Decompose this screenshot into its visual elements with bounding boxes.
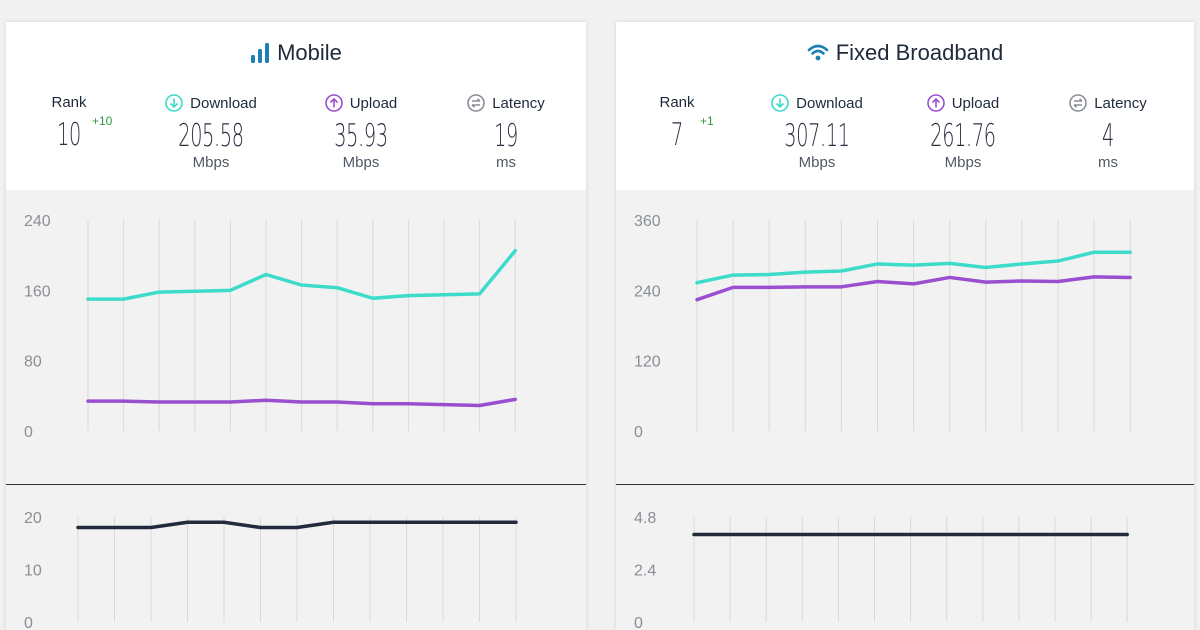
upload-value: 35.93 (334, 118, 388, 154)
chart-divider (6, 484, 586, 485)
fixed-latency: Latency 4 ms (1048, 94, 1168, 171)
rank-value: 10 (57, 117, 81, 153)
upload-label: Upload (951, 94, 1000, 112)
mobile-summary: Mobile Rank 10 +10 Download 205.58 Mbps … (6, 22, 586, 190)
latency-arrows-icon (1069, 94, 1088, 112)
latency-unit: ms (1098, 154, 1118, 171)
y-tick-label: 240 (634, 283, 661, 300)
fixed-upload: Upload 261.76 Mbps (898, 94, 1028, 171)
download-arrow-icon (771, 94, 789, 112)
fixed-title: Fixed Broadband (616, 39, 1194, 67)
fixed-download: Download 307.11 Mbps (742, 94, 892, 171)
fixed-title-text: Fixed Broadband (835, 40, 1004, 65)
y-tick-label: 2.4 (634, 563, 656, 580)
wifi-icon (807, 43, 829, 63)
y-tick-label: 160 (24, 283, 51, 300)
fixed-latency-chart: 0 2.4 4.8 (634, 510, 1129, 630)
y-tick-label: 0 (634, 615, 643, 630)
upload-unit: Mbps (342, 154, 380, 171)
y-tick-label: 0 (24, 615, 33, 630)
latency-arrows-icon (467, 94, 486, 112)
mobile-rank: Rank 10 (34, 94, 104, 151)
download-unit: Mbps (798, 154, 836, 171)
mobile-title: Mobile (6, 39, 586, 67)
mobile-latency: Latency 19 ms (446, 94, 566, 171)
y-tick-label: 360 (634, 213, 661, 230)
upload-value: 261.76 (930, 118, 996, 154)
mobile-download: Download 205.58 Mbps (136, 94, 286, 171)
rank-change-badge: +1 (700, 114, 714, 128)
y-tick-label: 4.8 (634, 510, 656, 527)
fixed-charts: 0 120 240 360 0 2.4 4.8 (634, 213, 1132, 630)
latency-label: Latency (1094, 94, 1147, 112)
chart-divider (616, 484, 1194, 485)
download-arrow-icon (165, 94, 183, 112)
latency-value: 19 (494, 118, 518, 154)
rank-label: Rank (51, 94, 87, 111)
fixed-summary: Fixed Broadband Rank 7 +1 Download 307.1… (616, 22, 1194, 190)
rank-change-badge: +10 (92, 114, 113, 128)
y-tick-label: 20 (24, 510, 42, 527)
upload-arrow-icon (926, 94, 945, 112)
fixed-broadband-panel: Fixed Broadband Rank 7 +1 Download 307.1… (616, 22, 1194, 630)
latency-label: Latency (492, 94, 545, 112)
mobile-speed-chart: 0 80 160 240 (24, 213, 517, 441)
download-label: Download (190, 94, 257, 112)
y-tick-label: 80 (24, 354, 42, 371)
y-tick-label: 240 (24, 213, 51, 230)
upload-label: Upload (349, 94, 398, 112)
upload-unit: Mbps (944, 154, 982, 171)
latency-value: 4 (1102, 118, 1114, 154)
y-tick-label: 0 (24, 424, 33, 441)
upload-arrow-icon (324, 94, 343, 112)
y-tick-label: 10 (24, 563, 42, 580)
fixed-speed-chart: 0 120 240 360 (634, 213, 1132, 441)
latency-unit: ms (496, 154, 516, 171)
mobile-latency-chart: 0 10 20 (24, 510, 518, 630)
download-value: 205.58 (178, 118, 244, 154)
signal-bars-icon (250, 42, 270, 64)
download-label: Download (796, 94, 863, 112)
rank-value: 7 (671, 117, 683, 153)
download-unit: Mbps (192, 154, 230, 171)
y-tick-label: 120 (634, 354, 661, 371)
rank-label: Rank (659, 94, 695, 111)
mobile-upload: Upload 35.93 Mbps (296, 94, 426, 171)
fixed-rank: Rank 7 (642, 94, 712, 151)
mobile-title-text: Mobile (277, 40, 342, 65)
mobile-charts: 0 80 160 240 0 10 20 (24, 213, 518, 630)
mobile-panel: Mobile Rank 10 +10 Download 205.58 Mbps … (6, 22, 586, 630)
y-tick-label: 0 (634, 424, 643, 441)
download-value: 307.11 (784, 118, 850, 154)
